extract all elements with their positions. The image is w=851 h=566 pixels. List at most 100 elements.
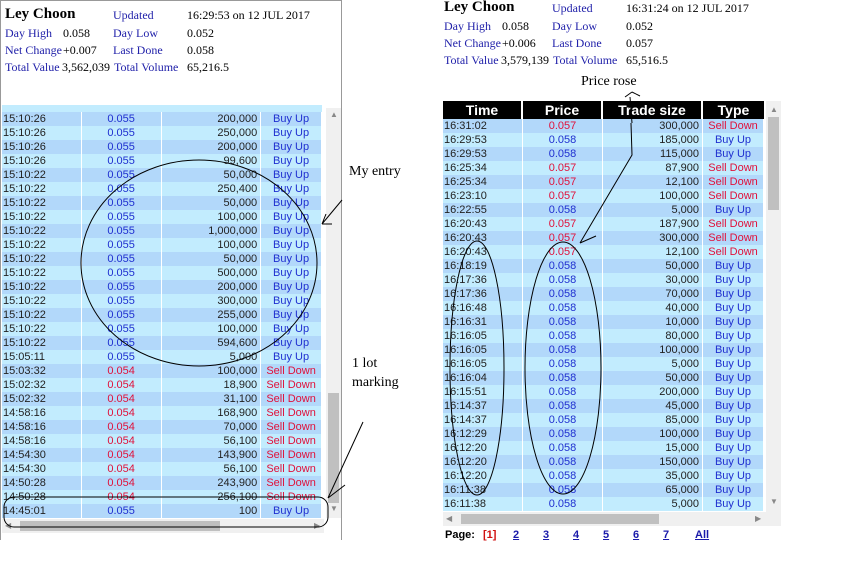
scroll-right-icon[interactable]: ▶ [314,521,321,530]
trade-time: 14:58:16 [2,420,82,434]
page-link-all[interactable]: All [695,529,710,541]
column-header-time[interactable]: Time [443,101,523,119]
trade-time: 15:10:22 [2,168,82,182]
trade-price: 0.058 [523,413,603,427]
trade-size: 187,900 [603,217,703,231]
trade-time: 16:29:53 [443,147,523,161]
trade-time: 16:16:04 [443,371,523,385]
table-row: 16:12:29 0.058 100,000 Buy Up [443,427,764,441]
scroll-thumb[interactable] [768,117,779,210]
scroll-up-icon[interactable]: ▲ [770,105,778,114]
trade-type: Buy Up [703,273,764,287]
total-value-label: Total Value [444,53,499,67]
table-row: 15:10:22 0.055 255,000 Buy Up [2,308,322,322]
last-done-label: Last Done [552,36,602,50]
trade-price: 0.058 [523,497,603,511]
trade-time: 16:16:48 [443,301,523,315]
scroll-down-icon[interactable]: ▼ [330,504,338,513]
table-row: 16:31:02 0.057 300,000 Sell Down [443,119,764,133]
trade-time: 15:10:22 [2,196,82,210]
trade-type: Buy Up [703,497,764,511]
right-vertical-scrollbar[interactable]: ▲ ▼ [766,101,781,512]
trade-type: Buy Up [703,133,764,147]
trade-price: 0.055 [82,308,162,322]
trade-price: 0.058 [523,469,603,483]
trade-price: 0.055 [82,252,162,266]
trade-type: Buy Up [703,301,764,315]
table-row: 16:11:38 0.058 65,000 Buy Up [443,483,764,497]
scroll-up-icon[interactable]: ▲ [330,110,338,119]
column-header-type[interactable]: Type [717,102,750,118]
scroll-thumb[interactable] [328,393,339,503]
scroll-down-icon[interactable]: ▼ [770,497,778,506]
page-link-2[interactable]: 2 [513,529,520,541]
trade-size: 100,000 [162,238,262,252]
trade-price: 0.055 [82,266,162,280]
trade-time: 16:16:31 [443,315,523,329]
table-row: 16:20:43 0.057 300,000 Sell Down [443,231,764,245]
trade-type: Buy Up [261,196,322,210]
trade-size: 35,000 [603,469,703,483]
net-change-label: Net Change [444,36,501,50]
table-row: 15:10:26 0.055 99,600 Buy Up [2,154,322,168]
scroll-thumb[interactable] [20,521,220,531]
trade-type: Buy Up [703,385,764,399]
trade-type: Buy Up [261,168,322,182]
scroll-left-icon[interactable]: ◀ [446,514,453,523]
trade-type: Sell Down [261,434,322,448]
trade-time: 16:23:10 [443,189,523,203]
trade-time: 16:15:51 [443,385,523,399]
trade-time: 16:25:34 [443,161,523,175]
column-header-price[interactable]: Price [523,101,603,119]
trade-size: 70,000 [162,420,262,434]
trade-size: 5,000 [162,350,262,364]
trade-type: Sell Down [261,420,322,434]
trade-type: Buy Up [703,441,764,455]
annotation-marking: marking [352,375,399,390]
table-row: 15:10:22 0.055 300,000 Buy Up [2,294,322,308]
table-row: 16:29:53 0.058 185,000 Buy Up [443,133,764,147]
net-change-value: +0.007 [63,43,97,57]
page-link-6[interactable]: 6 [633,529,640,541]
trade-price: 0.055 [82,294,162,308]
trade-type: Sell Down [703,161,764,175]
total-value-label: Total Value [5,60,60,74]
right-horizontal-scrollbar[interactable]: ◀ ▶ [443,512,781,526]
trade-price: 0.057 [523,175,603,189]
trade-time: 14:50:28 [2,476,82,490]
scroll-left-icon[interactable]: ◀ [5,521,12,530]
page-link-4[interactable]: 4 [573,529,580,541]
left-vertical-scrollbar[interactable]: ▲ ▼ [326,108,341,518]
trade-type: Buy Up [703,483,764,497]
table-row: 15:10:22 0.055 100,000 Buy Up [2,210,322,224]
trade-size: 87,900 [603,161,703,175]
trade-time: 16:20:43 [443,245,523,259]
trade-time: 15:10:22 [2,308,82,322]
current-page: [1] [483,529,497,541]
trade-time: 16:12:20 [443,455,523,469]
trade-time: 15:03:32 [2,364,82,378]
column-header-trade-size[interactable]: Trade size [603,101,703,119]
table-row: 16:25:34 0.057 87,900 Sell Down [443,161,764,175]
trade-time: 16:12:29 [443,427,523,441]
trade-type: Sell Down [261,448,322,462]
total-volume-value: 65,216.5 [187,60,229,74]
trade-type: Buy Up [703,413,764,427]
page-link-5[interactable]: 5 [603,529,610,541]
table-row: 16:12:20 0.058 35,000 Buy Up [443,469,764,483]
trade-time: 16:11:38 [443,497,523,511]
trade-price: 0.058 [523,343,603,357]
left-horizontal-scrollbar[interactable]: ◀ ▶ [2,519,324,533]
page-link-7[interactable]: 7 [663,529,670,541]
table-row: 15:05:11 0.055 5,000 Buy Up [2,350,322,364]
trade-time: 16:25:34 [443,175,523,189]
page-link-3[interactable]: 3 [543,529,550,541]
trade-time: 15:10:22 [2,294,82,308]
scroll-right-icon[interactable]: ▶ [755,514,762,523]
trade-time: 15:02:32 [2,392,82,406]
table-row: 14:50:28 0.054 243,900 Sell Down [2,476,322,490]
table-row: 16:17:36 0.058 70,000 Buy Up [443,287,764,301]
trade-price: 0.055 [82,154,162,168]
scroll-thumb[interactable] [461,514,659,524]
trade-size: 256,100 [162,490,262,504]
